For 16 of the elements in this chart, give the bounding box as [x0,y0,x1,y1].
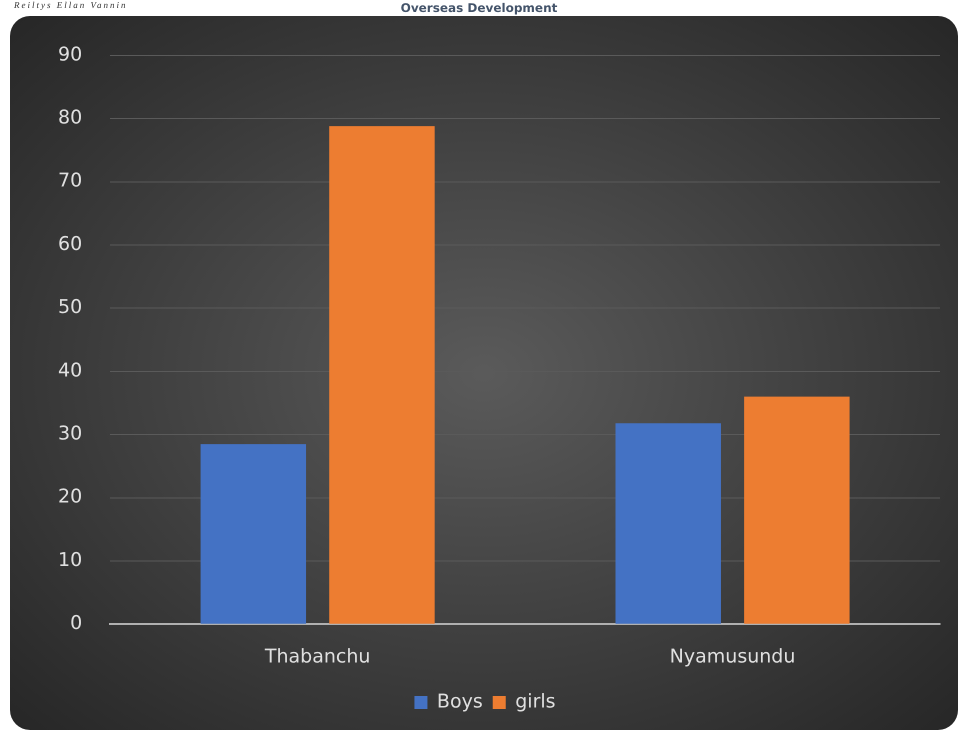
text: Reiltys Ellan Vannin [14,0,128,10]
y-tick-label: 10 [58,548,82,571]
chart-title: Overseas Development [400,1,558,15]
x-tick-label: Thabanchu [264,646,370,668]
y-tick-label: 20 [58,486,82,508]
y-tick-label: 40 [58,359,82,382]
y-tick-label: 30 [58,422,82,445]
y-tick-label: 90 [58,43,82,66]
legend-label: Boys [436,690,483,712]
y-tick-label: 70 [58,170,82,192]
y-tick-label: 60 [58,232,82,255]
x-tick-label: Nyamusundu [670,646,796,668]
legend-label: girls [515,690,556,712]
y-tick-label: 0 [70,612,82,634]
y-tick-label: 50 [58,296,82,318]
y-tick-label: 80 [58,106,82,129]
